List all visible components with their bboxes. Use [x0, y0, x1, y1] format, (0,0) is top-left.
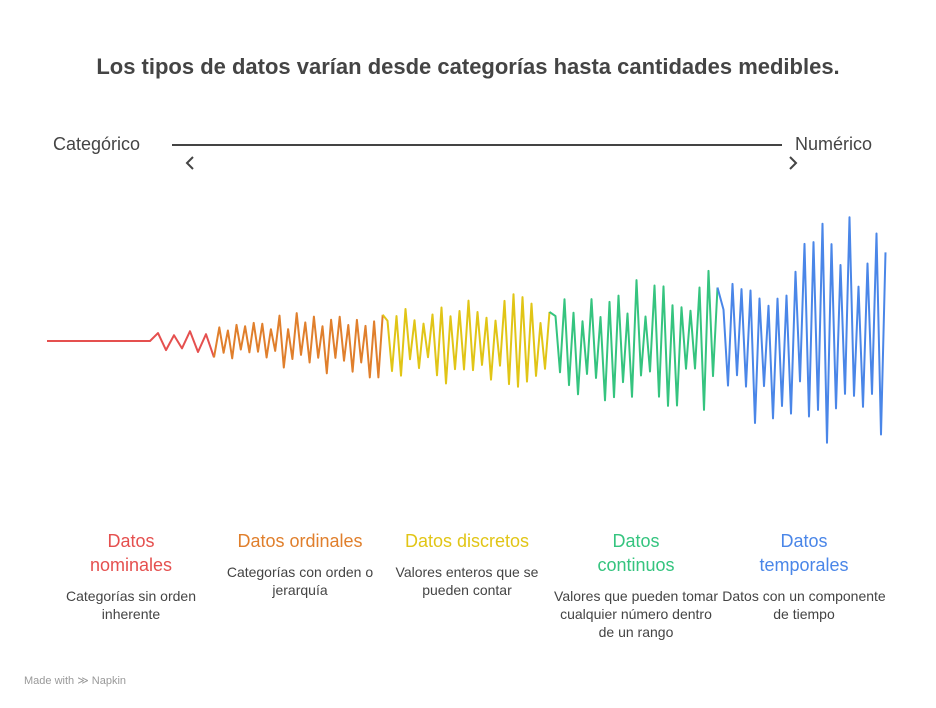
- wave-segment-0: [47, 330, 215, 358]
- footer: Made with ≫ Napkin: [24, 674, 126, 687]
- chevron-right-icon: [789, 156, 798, 170]
- wave-segment-3: [548, 269, 719, 411]
- category-3: Datos continuos Valores que pueden tomar c…: [551, 529, 721, 641]
- category-name: Datos nominales: [46, 529, 216, 577]
- made-with-text: Made with: [24, 675, 75, 687]
- axis-left-label: Categórico: [53, 134, 141, 154]
- category-2: Datos discretos Valores enteros que se pu…: [382, 529, 552, 599]
- category-description: Datos con un componente de tiempo: [722, 588, 886, 622]
- category-description: Valores que pueden tomar cualquier númer…: [554, 588, 718, 640]
- category-0: Datos nominales Categorías sin orden inher…: [46, 529, 216, 623]
- wave-segment-1: [213, 312, 384, 379]
- category-name-line: Datos: [107, 531, 155, 551]
- category-name: Datos discretos: [382, 529, 552, 553]
- axis-right-label: Numérico: [795, 134, 873, 154]
- category-name-line: Datos: [612, 531, 660, 551]
- category-name-line: Datos ordinales: [237, 531, 363, 551]
- category-name: Datos continuos: [551, 529, 721, 577]
- category-name-line: Datos discretos: [404, 531, 530, 551]
- category-description: Categorías sin orden inherente: [66, 588, 196, 622]
- category-description: Valores enteros que se pueden contar: [395, 564, 539, 598]
- category-1: Datos ordinales Categorías con orden o je…: [215, 529, 385, 599]
- wave-segment-2: [381, 293, 551, 388]
- category-name: Datos temporales: [719, 529, 889, 577]
- category-description: Categorías con orden o jerarquía: [226, 564, 374, 598]
- category-name-line: nominales: [89, 555, 173, 575]
- brand-text: Napkin: [91, 675, 127, 687]
- category-name-line: temporales: [759, 555, 849, 575]
- napkin-logo-icon: ≫: [77, 675, 89, 687]
- chevron-left-icon: [185, 156, 194, 170]
- wave-segment-4: [716, 216, 887, 444]
- category-name-line: continuos: [597, 555, 675, 575]
- category-4: Datos temporales Datos con un componente d…: [719, 529, 889, 623]
- page-title: Los tipos de datos varían desde categorí…: [96, 54, 840, 79]
- category-name: Datos ordinales: [215, 529, 385, 553]
- category-name-line: Datos: [780, 531, 828, 551]
